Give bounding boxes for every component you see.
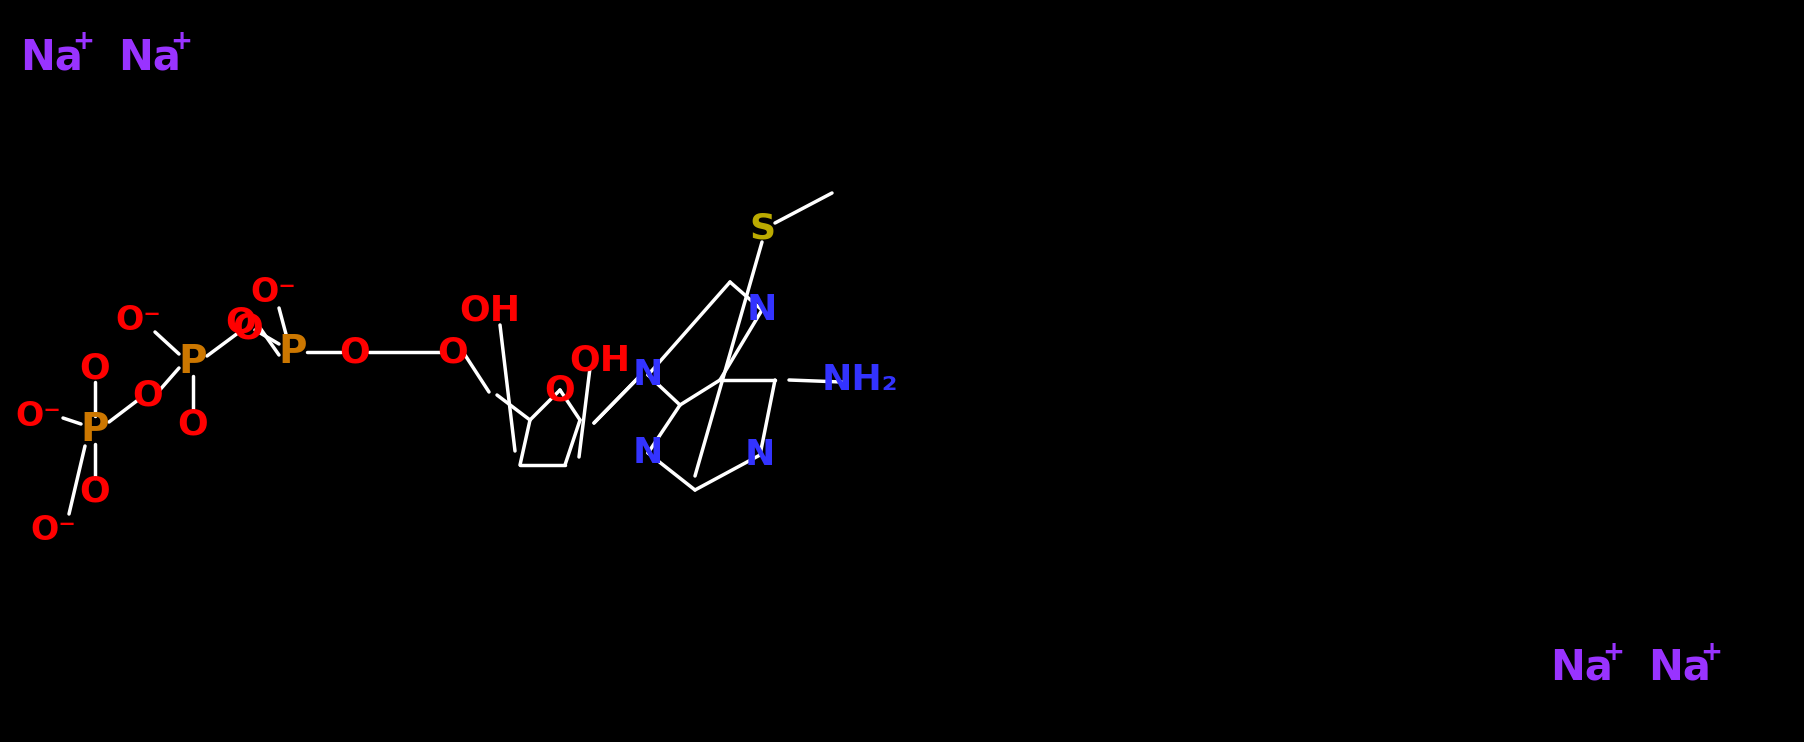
Text: O: O (339, 335, 370, 369)
Text: N: N (747, 293, 778, 327)
Text: S: S (749, 211, 776, 245)
Text: P: P (179, 343, 207, 381)
Text: P: P (280, 333, 307, 371)
Text: Na: Na (119, 36, 182, 78)
Text: NH₂: NH₂ (823, 363, 898, 397)
Text: +: + (1602, 640, 1624, 666)
Text: O⁻: O⁻ (31, 513, 76, 547)
Text: Na: Na (1649, 647, 1712, 689)
Text: +: + (170, 29, 191, 55)
Text: N: N (633, 358, 664, 392)
Text: O: O (233, 311, 263, 345)
Text: P: P (81, 411, 110, 449)
Text: O⁻: O⁻ (251, 275, 296, 309)
Text: OH: OH (570, 343, 631, 377)
Text: O: O (79, 475, 110, 509)
Text: O: O (177, 407, 209, 441)
Text: O: O (226, 305, 256, 339)
Text: O: O (545, 373, 575, 407)
Text: Na: Na (1551, 647, 1613, 689)
Text: O: O (79, 351, 110, 385)
Text: N: N (633, 436, 664, 470)
Text: +: + (72, 29, 94, 55)
Text: O: O (133, 378, 164, 412)
Text: O⁻: O⁻ (115, 303, 161, 337)
Text: Na: Na (20, 36, 83, 78)
Text: O⁻: O⁻ (14, 399, 61, 433)
Text: N: N (745, 438, 776, 472)
Text: +: + (1699, 640, 1723, 666)
Text: OH: OH (460, 293, 521, 327)
Text: O: O (438, 335, 469, 369)
